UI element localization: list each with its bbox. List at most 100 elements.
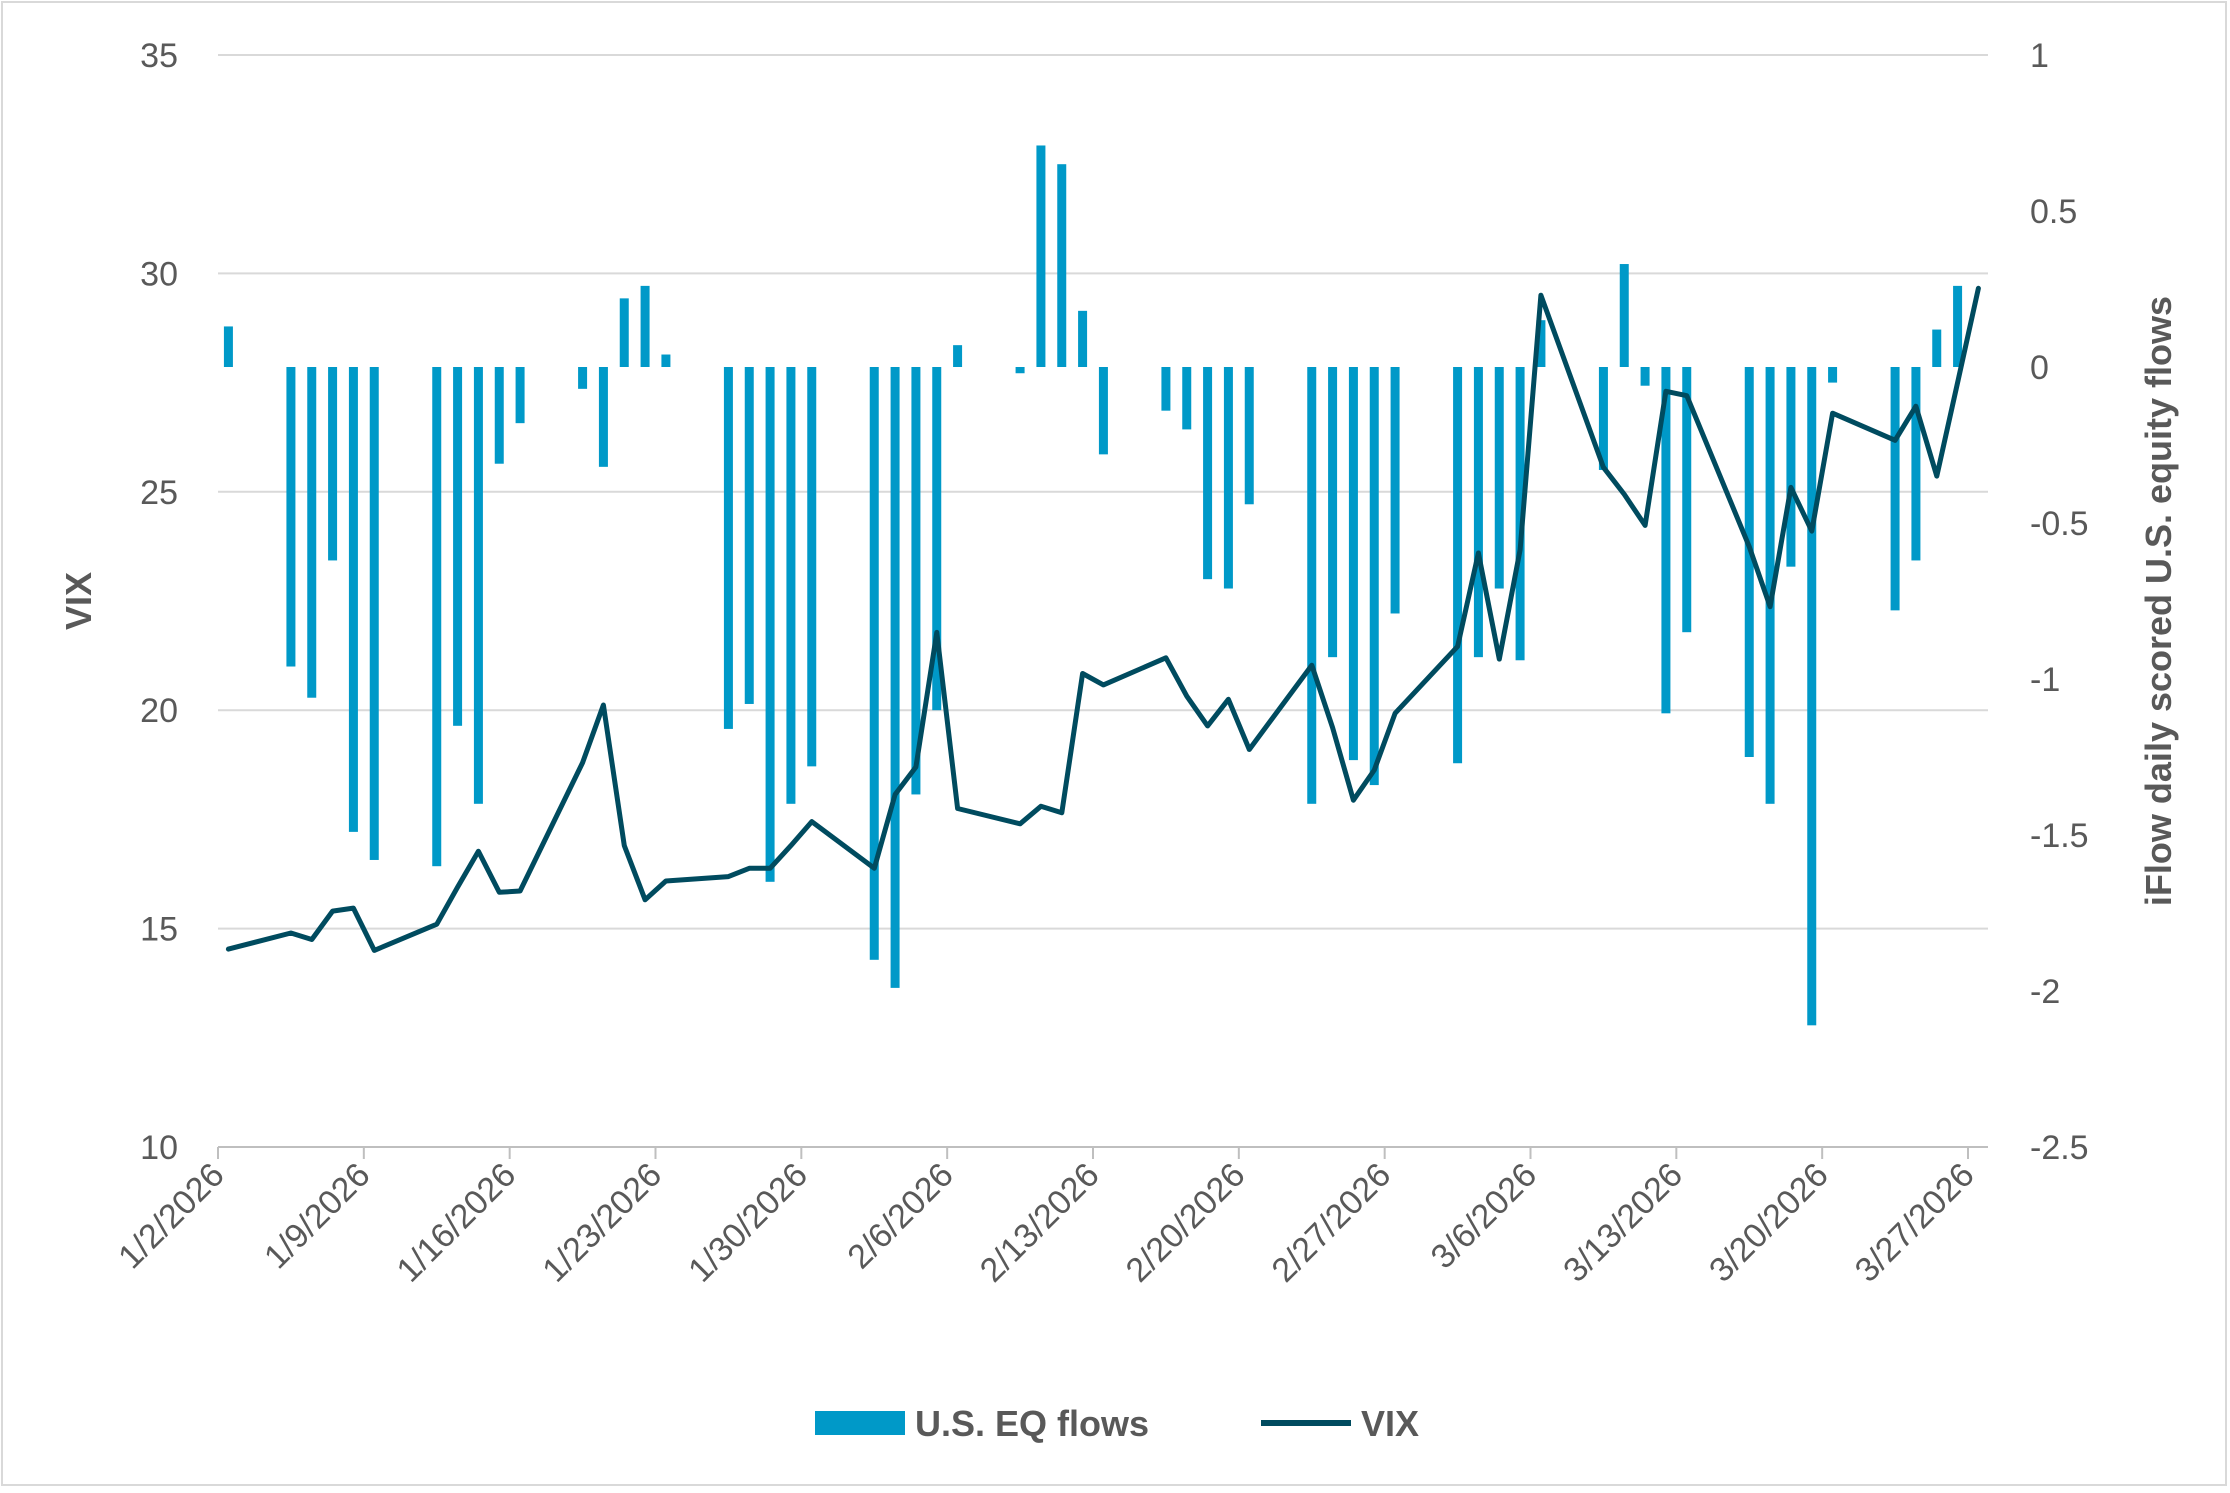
flow-bar bbox=[1390, 367, 1400, 614]
flow-bar bbox=[307, 367, 317, 698]
x-tick-label: 2/6/2026 bbox=[840, 1156, 960, 1276]
flow-bar bbox=[494, 367, 504, 464]
x-tick-label: 2/27/2026 bbox=[1264, 1156, 1398, 1290]
flow-bar bbox=[223, 326, 233, 367]
flow-bar bbox=[1348, 367, 1358, 761]
flow-bar bbox=[1828, 367, 1838, 383]
x-tick-label: 3/27/2026 bbox=[1848, 1156, 1982, 1290]
flow-bar bbox=[328, 367, 338, 561]
legend-label-vix: VIX bbox=[1361, 1403, 1419, 1444]
flow-bar bbox=[869, 367, 879, 960]
right-axis-title: iFlow daily scored U.S. equity flows bbox=[2138, 296, 2179, 906]
flow-bar bbox=[1619, 264, 1629, 367]
vix-line-group bbox=[225, 285, 1981, 953]
flow-bar bbox=[619, 298, 629, 367]
axes: 10 15 20 25 30 35 -2.5 -2 -1.5 -1 -0.5 0 0.5 1 1/2/202… bbox=[111, 37, 2088, 1290]
flow-bar bbox=[1328, 367, 1338, 658]
right-tick-label: -1 bbox=[2030, 661, 2060, 699]
flow-bar bbox=[1036, 145, 1046, 367]
left-tick-label: 10 bbox=[140, 1129, 178, 1167]
left-tick-label: 15 bbox=[140, 911, 178, 949]
legend: U.S. EQ flows VIX bbox=[815, 1403, 1419, 1444]
flow-bar bbox=[1307, 367, 1317, 804]
flow-bar bbox=[1536, 320, 1546, 367]
flow-bar bbox=[473, 367, 483, 804]
x-tick-label: 3/6/2026 bbox=[1424, 1156, 1544, 1276]
flow-bar bbox=[1786, 367, 1796, 567]
right-tick-label: 0 bbox=[2030, 349, 2049, 387]
gridlines bbox=[218, 54, 1988, 930]
flow-bar bbox=[1682, 367, 1692, 633]
right-tick-label: -2 bbox=[2030, 973, 2060, 1011]
flow-bars bbox=[223, 145, 1963, 1026]
flow-bar bbox=[348, 367, 358, 832]
flow-bar bbox=[1182, 367, 1192, 430]
x-tick-label: 1/9/2026 bbox=[257, 1156, 377, 1276]
flow-bar bbox=[1744, 367, 1754, 757]
flow-bar bbox=[890, 367, 900, 988]
x-tick-label: 2/20/2026 bbox=[1119, 1156, 1253, 1290]
left-tick-label: 20 bbox=[140, 692, 178, 730]
vix-line bbox=[225, 285, 1981, 953]
flow-bar bbox=[1640, 367, 1650, 386]
flow-bar bbox=[1807, 367, 1817, 1026]
flow-bar bbox=[1098, 367, 1108, 455]
legend-swatch-flows bbox=[815, 1411, 905, 1435]
flow-bar bbox=[661, 354, 671, 367]
flow-bar bbox=[1453, 367, 1463, 764]
flow-bar bbox=[744, 367, 754, 704]
flow-bar bbox=[640, 285, 650, 367]
x-tick-label: 1/16/2026 bbox=[389, 1156, 523, 1290]
flow-bar bbox=[286, 367, 296, 667]
flow-bar bbox=[1661, 367, 1671, 714]
x-tick-label: 1/30/2026 bbox=[681, 1156, 815, 1290]
flow-bar bbox=[1765, 367, 1775, 804]
flow-bar bbox=[1473, 367, 1483, 658]
flow-bar bbox=[432, 367, 442, 867]
flow-bar bbox=[786, 367, 796, 804]
left-axis-title: VIX bbox=[58, 572, 99, 630]
flow-bar bbox=[765, 367, 775, 882]
flow-bar bbox=[932, 367, 942, 711]
left-tick-label: 30 bbox=[140, 255, 178, 293]
flow-bar bbox=[1015, 367, 1025, 374]
flow-bar bbox=[953, 345, 963, 367]
right-tick-label: -0.5 bbox=[2030, 505, 2089, 543]
flow-bar bbox=[1911, 367, 1921, 561]
flow-bar bbox=[1078, 310, 1088, 367]
flow-bar bbox=[1932, 329, 1942, 367]
flow-bar bbox=[1598, 367, 1608, 470]
legend-label-flows: U.S. EQ flows bbox=[915, 1403, 1149, 1444]
flow-bar bbox=[1223, 367, 1233, 589]
right-tick-label: -2.5 bbox=[2030, 1129, 2089, 1167]
right-tick-label: 1 bbox=[2030, 37, 2049, 75]
left-tick-label: 35 bbox=[140, 37, 178, 75]
flow-bar bbox=[369, 367, 379, 860]
flow-bar bbox=[1057, 164, 1067, 367]
flow-bar bbox=[515, 367, 525, 424]
flow-bar bbox=[453, 367, 463, 726]
flow-bar bbox=[1494, 367, 1504, 589]
flow-bar bbox=[1890, 367, 1900, 611]
flow-bar bbox=[1244, 367, 1254, 505]
flow-bar bbox=[578, 367, 588, 389]
x-tick-label: 1/2/2026 bbox=[111, 1156, 231, 1276]
flow-bar bbox=[1369, 367, 1379, 786]
x-tick-label: 3/20/2026 bbox=[1702, 1156, 1836, 1290]
flow-bar bbox=[1515, 367, 1525, 661]
flow-bar bbox=[1161, 367, 1171, 411]
x-tick-label: 1/23/2026 bbox=[535, 1156, 669, 1290]
left-tick-label: 25 bbox=[140, 474, 178, 512]
flow-bar bbox=[1203, 367, 1213, 580]
x-tick-label: 3/13/2026 bbox=[1556, 1156, 1690, 1290]
flow-bar bbox=[723, 367, 733, 729]
combo-chart: 10 15 20 25 30 35 -2.5 -2 -1.5 -1 -0.5 0 0.5 1 1/2/202… bbox=[58, 37, 2179, 1444]
right-tick-label: 0.5 bbox=[2030, 193, 2077, 231]
x-tick-label: 2/13/2026 bbox=[973, 1156, 1107, 1290]
flow-bar bbox=[807, 367, 817, 767]
flow-bar bbox=[1953, 285, 1963, 367]
flow-bar bbox=[911, 367, 921, 795]
flow-bar bbox=[598, 367, 608, 467]
right-tick-label: -1.5 bbox=[2030, 817, 2089, 855]
